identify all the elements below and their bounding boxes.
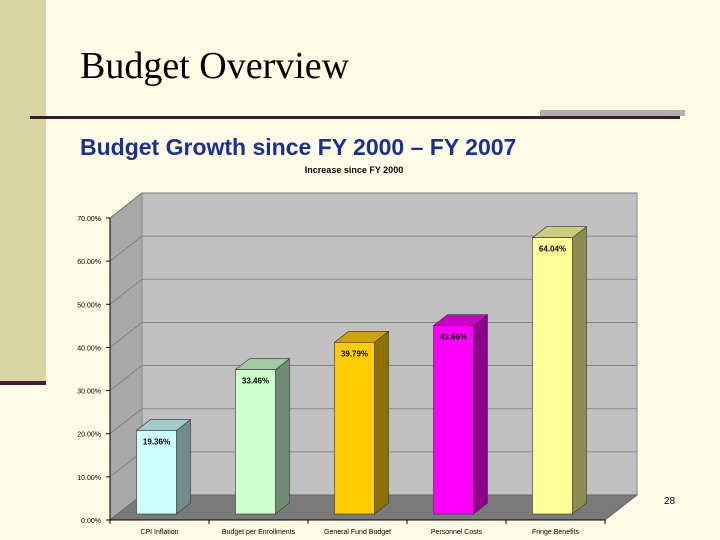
x-tick-label: Fringe Benefits (532, 529, 580, 536)
bar-side (176, 418, 191, 515)
gridline-side (109, 278, 143, 305)
left-accent-bar (0, 0, 46, 384)
data-label: 43.66% (440, 333, 467, 342)
page-number: 28 (664, 496, 676, 507)
bar (235, 369, 276, 515)
gridline-side (109, 235, 143, 262)
bar-side (275, 358, 290, 515)
bar (532, 237, 573, 515)
gridline-side (109, 365, 143, 391)
bar (136, 430, 177, 515)
x-tick-label: Budget per Enrollments (222, 529, 296, 536)
y-tick-label: 0.00% (81, 518, 101, 525)
x-tick-label: General Fund Budget (324, 529, 391, 536)
bar-side (374, 330, 389, 515)
data-label: 39.79% (341, 349, 368, 358)
gridline-side (109, 192, 143, 219)
bar (334, 342, 375, 515)
gridline-side (109, 322, 143, 348)
data-label: 64.04% (539, 245, 566, 254)
left-accent-bar-cap (0, 381, 46, 385)
x-tick-label: Personnel Costs (431, 529, 483, 536)
gridline-side (109, 408, 143, 435)
y-tick-label: 70.00% (77, 216, 101, 223)
slide-title: Budget Overview (80, 45, 350, 87)
y-tick-label: 60.00% (77, 259, 101, 266)
bar-side (473, 314, 488, 515)
y-tick-label: 30.00% (77, 389, 101, 396)
data-label: 19.36% (143, 437, 170, 446)
slide-subtitle: Budget Growth since FY 2000 – FY 2007 (80, 134, 517, 160)
x-tick-label: CPI Inflation (140, 529, 178, 536)
y-tick-label: 40.00% (77, 345, 101, 352)
bar-side (572, 226, 587, 515)
bar (433, 325, 474, 515)
chart-title: Increase since FY 2000 (305, 165, 403, 175)
title-rule (30, 116, 680, 119)
data-label: 33.46% (242, 377, 269, 386)
y-tick-label: 20.00% (77, 432, 101, 439)
y-tick-label: 10.00% (77, 475, 101, 482)
y-tick-label: 50.00% (77, 302, 101, 309)
title-rule-shadow (540, 110, 685, 116)
